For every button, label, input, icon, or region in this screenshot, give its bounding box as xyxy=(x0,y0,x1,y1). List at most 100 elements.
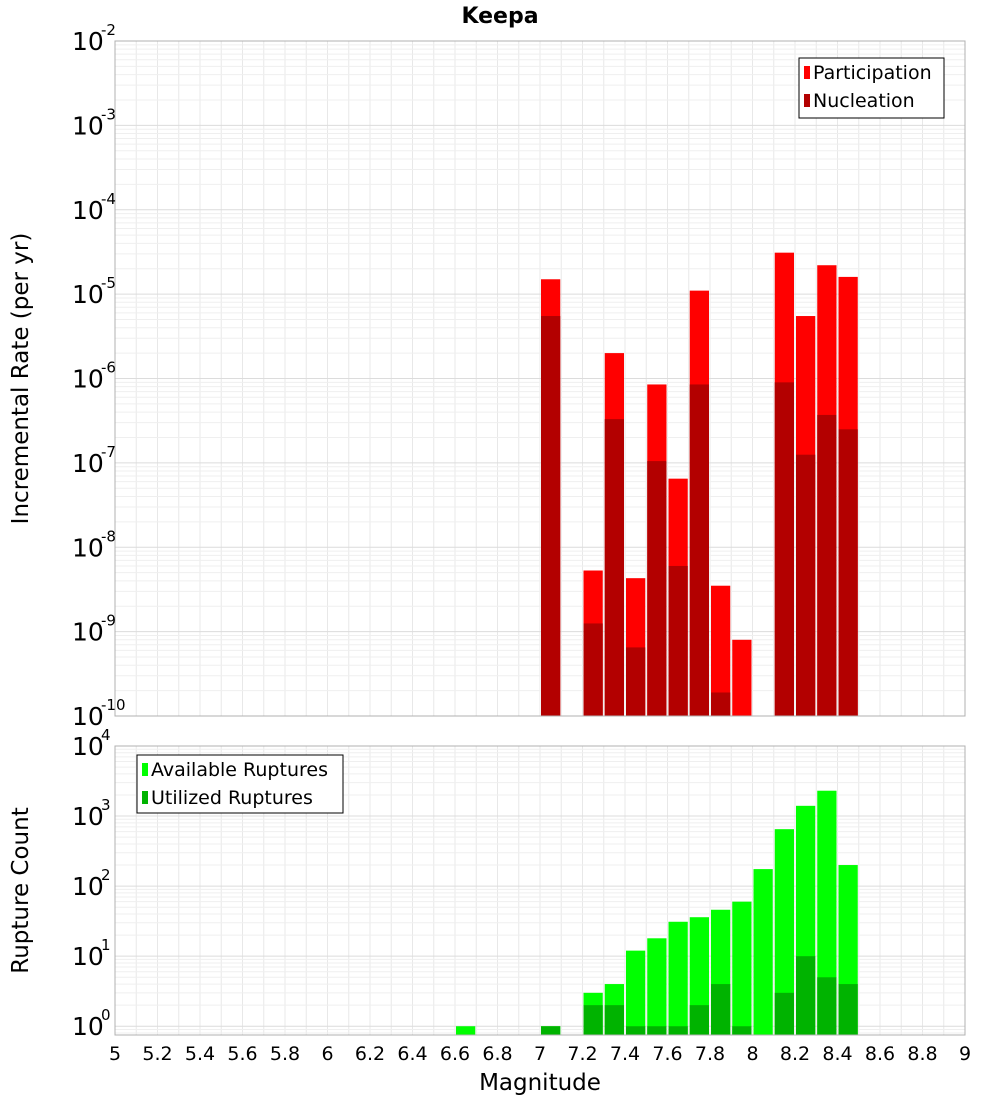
legend-swatch xyxy=(804,94,810,107)
x-tick-label: 6.6 xyxy=(440,1043,470,1065)
legend-box xyxy=(798,57,945,119)
bar-participation xyxy=(732,639,752,716)
bar-available-ruptures xyxy=(753,869,773,1035)
x-tick-label: 5.4 xyxy=(185,1043,215,1065)
y-tick-label: 10 xyxy=(72,702,104,731)
y-tick-exponent: -4 xyxy=(101,190,116,208)
bar-available-ruptures xyxy=(626,950,646,1035)
x-tick-label: 7 xyxy=(534,1043,546,1065)
bar-available-ruptures xyxy=(668,921,688,1035)
y-tick-exponent: -8 xyxy=(101,527,116,545)
x-tick-label: 9 xyxy=(959,1043,971,1065)
bar-nucleation xyxy=(583,623,603,716)
bar-utilized-ruptures xyxy=(583,1005,603,1035)
x-axis-label: Magnitude xyxy=(479,1070,601,1096)
x-tick-label: 7.8 xyxy=(695,1043,725,1065)
y-tick-exponent: 4 xyxy=(101,726,111,744)
x-tick-label: 6.2 xyxy=(355,1043,385,1065)
y-axis-label: Rupture Count xyxy=(8,807,34,973)
x-tick-label: 5.8 xyxy=(270,1043,300,1065)
bar-utilized-ruptures xyxy=(796,956,816,1035)
bar-participation xyxy=(711,585,731,716)
y-tick-label: 10 xyxy=(72,942,104,971)
bar-available-ruptures xyxy=(817,790,837,1035)
legend-box xyxy=(136,754,344,814)
y-tick-label: 10 xyxy=(72,872,104,901)
bar-utilized-ruptures xyxy=(604,1005,624,1035)
bar-nucleation xyxy=(817,414,837,716)
y-tick-label: 10 xyxy=(72,533,104,562)
x-tick-label: 8.4 xyxy=(822,1043,852,1065)
plot-frame xyxy=(114,40,966,717)
bars xyxy=(541,252,858,716)
legend-label: Nucleation xyxy=(813,90,915,112)
legend-swatch xyxy=(804,66,810,79)
bar-available-ruptures xyxy=(647,938,667,1035)
bar-nucleation xyxy=(647,461,667,716)
bar-nucleation xyxy=(604,419,624,716)
x-tick-label: 5.6 xyxy=(227,1043,257,1065)
legend: Participation Nucleation xyxy=(798,57,945,119)
legend-label: Available Ruptures xyxy=(151,759,328,781)
legend-label: Utilized Ruptures xyxy=(151,787,313,809)
x-tick-labels: 5 5.2 5.4 5.6 5.8 6 6.2 6.4 6.6 6.8 7 7.2 7.4 7.6 7.8 8… xyxy=(109,1043,971,1065)
x-tick-label: 8 xyxy=(746,1043,758,1065)
bar-nucleation xyxy=(626,647,646,716)
y-tick-label: 10 xyxy=(72,1012,104,1041)
bar-utilized-ruptures xyxy=(689,1005,709,1035)
bar-utilized-ruptures xyxy=(838,984,858,1035)
y-tick-exponent: 2 xyxy=(101,866,111,884)
legend-swatch xyxy=(142,763,148,776)
y-tick-label: 10 xyxy=(72,196,104,225)
x-tick-label: 8.8 xyxy=(907,1043,937,1065)
y-tick-label: 10 xyxy=(72,618,104,647)
y-axis-label: Incremental Rate (per yr) xyxy=(8,233,34,525)
x-tick-label: 6.8 xyxy=(482,1043,512,1065)
x-tick-label: 5 xyxy=(109,1043,121,1065)
y-tick-label: 10 xyxy=(72,111,104,140)
y-tick-label: 10 xyxy=(72,365,104,394)
y-tick-exponent: -3 xyxy=(101,105,116,123)
legend-label: Participation xyxy=(813,62,932,84)
y-tick-exponent: -7 xyxy=(101,443,116,461)
bar-nucleation xyxy=(774,382,794,716)
bar-nucleation xyxy=(796,454,816,716)
x-tick-label: 7.4 xyxy=(610,1043,640,1065)
y-tick-exponent: 1 xyxy=(101,936,111,954)
bar-utilized-ruptures xyxy=(817,977,837,1035)
bar-nucleation xyxy=(541,316,561,716)
y-tick-exponent: -10 xyxy=(101,696,126,714)
rate-panel: 10-1010-910-810-710-610-510-410-310-2Inc… xyxy=(8,21,966,731)
y-tick-exponent: -2 xyxy=(101,21,116,39)
bar-utilized-ruptures xyxy=(732,1026,752,1035)
x-tick-label: 5.2 xyxy=(142,1043,172,1065)
bar-nucleation xyxy=(838,429,858,716)
y-tick-label: 10 xyxy=(72,449,104,478)
bar-utilized-ruptures xyxy=(626,1026,646,1035)
x-tick-label: 8.6 xyxy=(865,1043,895,1065)
x-tick-label: 6 xyxy=(321,1043,333,1065)
plot-frame xyxy=(114,745,966,1036)
bar-nucleation xyxy=(711,692,731,716)
bar-available-ruptures xyxy=(732,901,752,1035)
y-tick-label: 10 xyxy=(72,802,104,831)
y-tick-label: 10 xyxy=(72,732,104,761)
y-tick-exponent: -9 xyxy=(101,612,116,630)
y-tick-exponent: -6 xyxy=(101,359,116,377)
x-tick-label: 7.2 xyxy=(567,1043,597,1065)
bar-utilized-ruptures xyxy=(774,992,794,1035)
legend: Available Ruptures Utilized Ruptures xyxy=(136,754,344,814)
y-tick-label: 10 xyxy=(72,27,104,56)
y-tick-exponent: 3 xyxy=(101,796,111,814)
grid xyxy=(114,41,966,717)
bar-utilized-ruptures xyxy=(711,984,731,1035)
bar-utilized-ruptures xyxy=(647,1026,667,1035)
series-utilized-ruptures xyxy=(541,956,858,1035)
y-tick-label: 10 xyxy=(72,280,104,309)
y-tick-exponent: -5 xyxy=(101,274,116,292)
legend-swatch xyxy=(142,791,148,804)
